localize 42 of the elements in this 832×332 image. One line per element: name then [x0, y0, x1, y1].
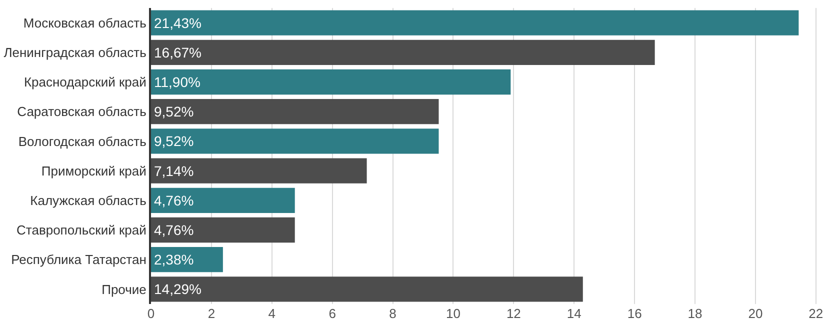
x-tick-label: 14: [566, 306, 582, 321]
x-tick-label: 12: [506, 306, 521, 321]
bar: [151, 188, 295, 213]
y-tick-label: Московская область: [23, 15, 147, 30]
y-tick-label: Калужская область: [30, 192, 147, 208]
data-label: 16,67%: [154, 44, 202, 60]
bar: [151, 10, 799, 36]
data-label: 4,76%: [154, 222, 194, 238]
bar: [151, 69, 511, 95]
bar: [151, 247, 223, 272]
y-tick-label: Саратовская область: [17, 104, 147, 120]
y-tick-label: Республика Татарстан: [11, 252, 146, 268]
data-label: 21,43%: [154, 14, 202, 31]
bar: [151, 276, 583, 302]
x-tick-label: 18: [688, 306, 702, 321]
data-label: 4,76%: [154, 192, 194, 208]
bar: [151, 217, 295, 243]
x-tick-label: 20: [748, 306, 763, 321]
y-tick-label: Приморский край: [41, 163, 146, 178]
x-tick-label: 16: [627, 306, 642, 321]
x-tick-label: 22: [808, 306, 824, 321]
data-label: 7,14%: [154, 162, 194, 179]
y-tick-label: Ставропольский край: [16, 222, 146, 238]
bar: [151, 128, 439, 154]
data-label: 2,38%: [154, 252, 194, 268]
bar: [151, 158, 367, 184]
x-tick-label: 4: [268, 306, 276, 321]
bar: [151, 99, 439, 124]
data-label: 9,52%: [154, 104, 194, 120]
x-tick-label: 8: [389, 306, 396, 321]
y-tick-label: Вологодская область: [18, 134, 147, 149]
data-label: 14,29%: [154, 281, 202, 298]
y-tick-label: Ленинградская область: [4, 44, 147, 60]
x-tick-label: 6: [328, 306, 336, 321]
x-tick-label: 2: [208, 306, 216, 321]
bar: [151, 40, 655, 65]
y-tick-label: Краснодарский край: [24, 74, 146, 90]
x-tick-label: 0: [147, 306, 155, 321]
data-label: 9,52%: [154, 133, 194, 150]
data-label: 11,90%: [154, 74, 200, 90]
y-tick-label: Прочие: [102, 282, 146, 297]
x-tick-label: 10: [446, 306, 460, 321]
